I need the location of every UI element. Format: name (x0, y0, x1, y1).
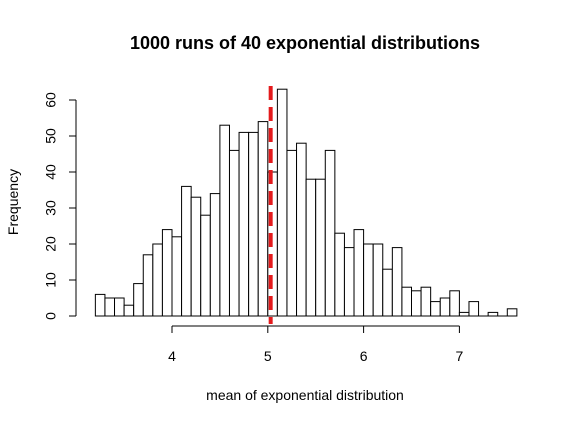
histogram-bar (228, 149, 240, 317)
histogram-bar (152, 243, 163, 317)
histogram-bar (296, 142, 307, 317)
histogram-bar (324, 149, 336, 317)
histogram-bar (420, 286, 432, 317)
x-axis: 4 5 6 7 (168, 325, 464, 364)
histogram-bar (142, 254, 154, 317)
histogram-bar (391, 247, 403, 317)
histogram-bar (382, 268, 393, 317)
histogram-bar (276, 88, 288, 317)
histogram-bar (209, 193, 221, 317)
histogram-bar (123, 304, 135, 317)
histogram-bar (200, 214, 211, 317)
x-tick-label: 6 (360, 348, 368, 364)
y-tick-label: 10 (43, 272, 59, 288)
y-tick-label: 30 (43, 200, 59, 216)
histogram-bar (161, 229, 173, 317)
histogram-bar (334, 232, 345, 317)
histogram-bar (430, 301, 441, 317)
y-axis-label: Frequency (5, 169, 21, 235)
histogram-bar (468, 301, 480, 317)
histogram-bar (458, 311, 470, 317)
y-tick-label: 20 (43, 236, 59, 252)
y-axis: 0 10 20 30 40 50 60 (43, 92, 77, 320)
histogram-bar (315, 178, 326, 317)
histogram-bar (133, 283, 144, 317)
histogram-bar (171, 236, 183, 317)
y-tick-label: 50 (43, 128, 59, 144)
histogram-bar (286, 149, 298, 317)
histogram-bar (104, 297, 116, 317)
x-axis-label: mean of exponential distribution (206, 387, 404, 403)
histogram-bar (343, 247, 355, 317)
histogram-bar (248, 131, 259, 317)
histogram-bar (439, 297, 451, 317)
histogram-bar (114, 297, 125, 317)
histogram-bar (449, 290, 460, 317)
histogram-bar (190, 196, 202, 317)
histogram-bar (401, 286, 413, 317)
chart-title: 1000 runs of 40 exponential distribution… (130, 33, 480, 53)
histogram-bar (353, 229, 365, 317)
y-tick-label: 0 (43, 312, 59, 320)
histogram-bar (487, 311, 499, 317)
x-tick-label: 5 (264, 348, 272, 364)
histogram-bar (506, 308, 518, 317)
histogram-bar (181, 185, 192, 317)
histogram-bars (94, 88, 518, 317)
x-tick-label: 7 (456, 348, 464, 364)
histogram-bar (94, 293, 106, 317)
histogram-bar (238, 131, 250, 317)
histogram-bar (305, 178, 317, 317)
y-tick-label: 60 (43, 92, 59, 108)
histogram-bar (411, 290, 422, 317)
histogram-bar (363, 243, 374, 317)
histogram-bar (219, 124, 230, 317)
histogram-bar (257, 121, 269, 317)
y-tick-label: 40 (43, 164, 59, 180)
x-tick-label: 4 (168, 348, 176, 364)
histogram-bar (372, 243, 384, 317)
